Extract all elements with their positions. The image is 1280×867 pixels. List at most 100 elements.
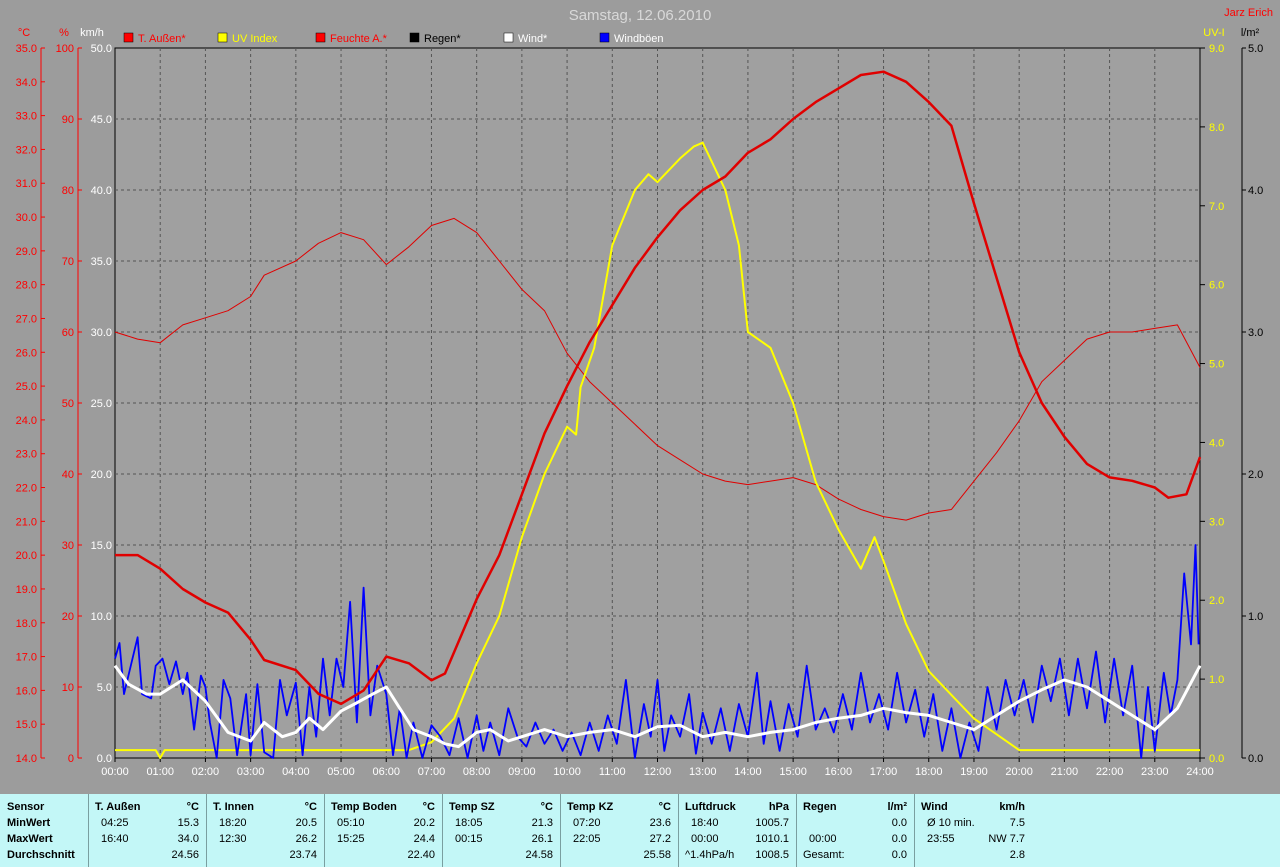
humidity-tick-label: 10 bbox=[62, 682, 74, 694]
chart-legend: T. Außen* UV Index Feuchte A.* Regen* Wind* W… bbox=[123, 32, 664, 45]
legend-swatch bbox=[599, 32, 610, 43]
stat-min-time: Ø 10 min. bbox=[927, 817, 975, 829]
stat-sensor-name: T. Außen bbox=[95, 801, 141, 813]
x-tick-label: 03:00 bbox=[237, 766, 265, 778]
chart-title: Samstag, 12.06.2010 bbox=[569, 7, 712, 24]
stat-unit: l/m² bbox=[887, 801, 907, 813]
x-tick-label: 18:00 bbox=[915, 766, 943, 778]
stat-unit: km/h bbox=[999, 801, 1025, 813]
legend-label: UV Index bbox=[232, 33, 278, 45]
humidity-tick-label: 80 bbox=[62, 185, 74, 197]
humidity-tick-label: 0 bbox=[68, 753, 74, 765]
humidity-tick-label: 20 bbox=[62, 611, 74, 623]
legend-swatch bbox=[217, 32, 228, 43]
stat-max-time: 16:40 bbox=[101, 833, 129, 845]
stat-max-time: 22:05 bbox=[573, 833, 601, 845]
legend-swatch bbox=[315, 32, 326, 43]
uv-tick-label: 5.0 bbox=[1209, 359, 1224, 371]
stat-unit: °C bbox=[304, 801, 317, 813]
stat-row-labels: Sensor MinWert MaxWert Durchschnitt bbox=[0, 794, 88, 867]
wind-tick-label: 40.0 bbox=[91, 185, 112, 197]
humidity-axis-unit: % bbox=[59, 27, 69, 39]
temp-tick-label: 17.0 bbox=[16, 652, 37, 664]
stat-unit: °C bbox=[186, 801, 199, 813]
humidity-tick-label: 40 bbox=[62, 469, 74, 481]
legend-label: T. Außen* bbox=[138, 33, 186, 45]
wind-tick-label: 5.0 bbox=[97, 682, 112, 694]
temp-tick-label: 34.0 bbox=[16, 77, 37, 89]
stat-block-temp-kz: Temp KZ °C 07:20 23.6 22:05 27.2 25.58 bbox=[560, 794, 679, 867]
uv-tick-label: 0.0 bbox=[1209, 753, 1224, 765]
temp-tick-label: 30.0 bbox=[16, 212, 37, 224]
chart-series bbox=[113, 70, 1202, 759]
temp-tick-label: 19.0 bbox=[16, 584, 37, 596]
stat-max-time: 12:30 bbox=[219, 833, 247, 845]
stat-max-time: 23:55 bbox=[927, 833, 955, 845]
uv-tick-label: 8.0 bbox=[1209, 122, 1224, 134]
stat-avg-value: 0.0 bbox=[891, 849, 907, 861]
humidity-tick-label: 50 bbox=[62, 398, 74, 410]
x-tick-label: 05:00 bbox=[327, 766, 355, 778]
stat-max-value: NW 7.7 bbox=[988, 833, 1025, 845]
uv-tick-label: 9.0 bbox=[1209, 43, 1224, 55]
legend-swatch bbox=[123, 32, 134, 43]
x-tick-label: 08:00 bbox=[463, 766, 491, 778]
temp-tick-label: 27.0 bbox=[16, 313, 37, 325]
legend-swatch bbox=[409, 32, 420, 43]
stat-min-value: 7.5 bbox=[1009, 817, 1025, 829]
statistics-table: Sensor MinWert MaxWert Durchschnitt T. Außen… bbox=[0, 794, 1280, 867]
stat-block-wind: Wind km/h Ø 10 min. 7.5 23:55 NW 7.7 2.8 bbox=[914, 794, 1033, 867]
x-tick-label: 13:00 bbox=[689, 766, 717, 778]
wind-tick-label: 0.0 bbox=[97, 753, 112, 765]
stat-sensor-name: Luftdruck bbox=[685, 801, 736, 813]
stat-row-label: Durchschnitt bbox=[7, 849, 75, 861]
stat-min-value: 1005.7 bbox=[755, 817, 789, 829]
humidity-tick-label: 30 bbox=[62, 540, 74, 552]
temp-tick-label: 25.0 bbox=[16, 381, 37, 393]
x-tick-label: 11:00 bbox=[599, 766, 626, 778]
legend-label: Feuchte A.* bbox=[330, 33, 388, 45]
stat-unit: °C bbox=[422, 801, 435, 813]
stat-avg-value: 25.58 bbox=[643, 849, 671, 861]
x-tick-label: 01:00 bbox=[146, 766, 174, 778]
temp-tick-label: 29.0 bbox=[16, 246, 37, 258]
legend-swatch bbox=[503, 32, 514, 43]
wind-tick-label: 20.0 bbox=[91, 469, 112, 481]
chart-axes: °C 14.0 15.0 16.0 17.0 18.0 19.0 20.0 21.0 22.0 23… bbox=[16, 27, 1264, 778]
stat-max-time: 15:25 bbox=[337, 833, 365, 845]
stat-block-regen: Regen l/m² 0.0 00:00 0.0 Gesamt: 0.0 bbox=[796, 794, 915, 867]
x-tick-label: 12:00 bbox=[644, 766, 672, 778]
stat-min-time: 18:05 bbox=[455, 817, 483, 829]
x-tick-label: 00:00 bbox=[101, 766, 129, 778]
stat-sensor-name: Regen bbox=[803, 801, 837, 813]
wind-tick-label: 45.0 bbox=[91, 114, 112, 126]
stat-unit: °C bbox=[658, 801, 671, 813]
stat-max-time: 00:00 bbox=[809, 833, 837, 845]
temp-tick-label: 33.0 bbox=[16, 111, 37, 123]
stat-min-value: 15.3 bbox=[177, 817, 199, 829]
uv-tick-label: 3.0 bbox=[1209, 516, 1224, 528]
rain-axis-unit: l/m² bbox=[1241, 27, 1260, 39]
x-tick-label: 09:00 bbox=[508, 766, 536, 778]
series-line-wind bbox=[113, 664, 1202, 749]
temp-tick-label: 28.0 bbox=[16, 280, 37, 292]
temp-tick-label: 20.0 bbox=[16, 550, 37, 562]
temp-tick-label: 23.0 bbox=[16, 449, 37, 461]
legend-label: Regen* bbox=[424, 33, 461, 45]
stat-max-time: 00:00 bbox=[691, 833, 719, 845]
temp-tick-label: 31.0 bbox=[16, 178, 37, 190]
x-tick-label: 23:00 bbox=[1141, 766, 1169, 778]
stat-max-value: 24.4 bbox=[413, 833, 435, 845]
stat-avg-value: 2.8 bbox=[1009, 849, 1025, 861]
chart-grid bbox=[114, 47, 1201, 759]
stat-avg-value: 1008.5 bbox=[755, 849, 789, 861]
stat-block-temp-boden: Temp Boden °C 05:10 20.2 15:25 24.4 22.40 bbox=[324, 794, 443, 867]
humidity-tick-label: 70 bbox=[62, 256, 74, 268]
stat-min-value: 23.6 bbox=[649, 817, 671, 829]
stat-block-luftdruck: Luftdruck hPa 18:40 1005.7 00:00 1010.1 ^1.4hP… bbox=[678, 794, 797, 867]
x-tick-label: 22:00 bbox=[1096, 766, 1124, 778]
stat-max-time: 00:15 bbox=[455, 833, 483, 845]
uv-tick-label: 4.0 bbox=[1209, 437, 1224, 449]
stat-sensor-name: T. Innen bbox=[213, 801, 254, 813]
rain-tick-label: 5.0 bbox=[1248, 43, 1263, 55]
